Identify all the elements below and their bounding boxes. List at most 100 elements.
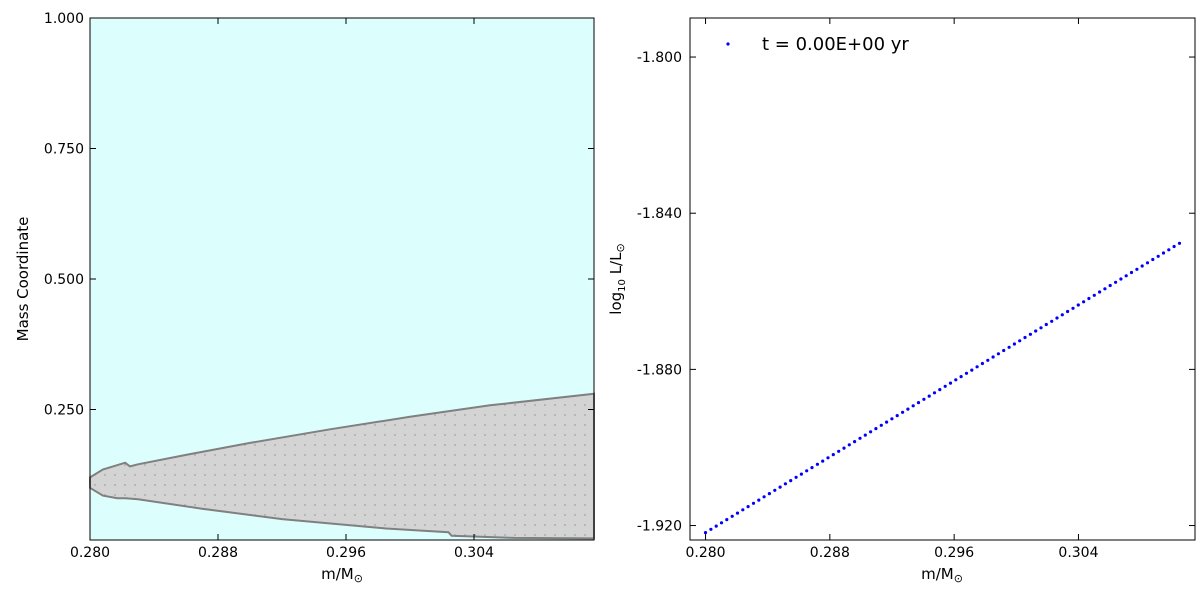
y-tick-label: 1.000 xyxy=(44,11,84,27)
data-point xyxy=(932,391,937,395)
data-point xyxy=(991,355,995,359)
right-ylabel: log10 L/L⊙ xyxy=(607,243,628,314)
data-point xyxy=(757,498,761,502)
data-point xyxy=(858,436,862,440)
right-plot-background xyxy=(690,18,1195,540)
data-point xyxy=(1082,300,1086,304)
data-point xyxy=(1140,264,1144,268)
left-panel: 0.280 0.288 0.296 0.304 0.250 0.500 0.750 1.000… xyxy=(14,11,595,585)
data-point xyxy=(826,456,830,460)
data-point xyxy=(709,527,713,531)
data-point xyxy=(1145,261,1150,265)
legend-marker xyxy=(726,42,730,46)
x-tick-label: 0.296 xyxy=(934,545,974,561)
data-point xyxy=(1018,339,1022,343)
data-point xyxy=(1076,303,1080,307)
data-point xyxy=(938,388,942,392)
right-xlabel: m/M⊙ xyxy=(921,565,963,585)
data-point xyxy=(1087,296,1091,301)
y-tick-label: -1.800 xyxy=(637,50,682,66)
data-point xyxy=(948,381,953,385)
x-tick-label: 0.296 xyxy=(326,545,366,561)
data-point xyxy=(911,404,915,408)
left-ticks: 0.280 0.288 0.296 0.304 0.250 0.500 0.750 1.000 xyxy=(44,11,594,561)
data-point xyxy=(1012,342,1017,346)
data-point xyxy=(879,423,883,427)
data-point xyxy=(783,482,788,486)
data-point xyxy=(1023,335,1027,340)
y-tick-label: -1.880 xyxy=(637,362,682,378)
data-point xyxy=(943,384,947,388)
data-point xyxy=(970,368,974,372)
data-point xyxy=(1135,267,1139,271)
data-point xyxy=(996,352,1001,356)
data-point xyxy=(853,440,857,444)
data-point xyxy=(847,443,851,447)
data-point xyxy=(1002,348,1006,353)
x-tick-label: 0.288 xyxy=(198,545,238,561)
data-point xyxy=(1119,277,1123,281)
data-point xyxy=(885,420,889,424)
data-point xyxy=(1103,287,1107,291)
data-point xyxy=(869,430,873,434)
data-point xyxy=(741,508,745,512)
data-point xyxy=(815,462,820,466)
x-tick-label: 0.280 xyxy=(685,545,725,561)
y-tick-label: 0.750 xyxy=(44,142,84,158)
data-point xyxy=(778,485,782,489)
data-point xyxy=(964,371,969,375)
x-tick-label: 0.288 xyxy=(810,545,850,561)
data-point xyxy=(906,407,910,411)
data-point xyxy=(890,417,894,421)
data-point xyxy=(863,433,867,437)
right-panel: 0.280 0.288 0.296 0.304 -1.920 -1.880 -1.840 -1… xyxy=(607,17,1196,585)
data-point xyxy=(1060,313,1064,317)
left-xlabel: m/M⊙ xyxy=(321,565,363,585)
data-point xyxy=(842,446,846,450)
data-point xyxy=(1050,319,1054,323)
data-point xyxy=(831,453,835,457)
data-point xyxy=(714,524,718,528)
data-point xyxy=(735,511,740,515)
left-ylabel: Mass Coordinate xyxy=(14,217,32,342)
y-tick-label: 0.250 xyxy=(44,403,84,419)
right-plot-frame xyxy=(689,17,1196,541)
data-point xyxy=(1007,345,1011,349)
data-point xyxy=(767,492,772,496)
convective-region xyxy=(89,392,595,540)
data-point xyxy=(1151,257,1155,262)
data-point xyxy=(719,521,724,525)
data-point xyxy=(1167,248,1171,252)
left-plot-frame xyxy=(89,17,595,541)
data-point xyxy=(773,488,777,492)
data-point xyxy=(975,365,979,369)
y-tick-label: 0.500 xyxy=(44,272,84,288)
x-tick-label: 0.304 xyxy=(1058,545,1098,561)
data-point xyxy=(810,466,814,470)
data-point xyxy=(1028,332,1032,336)
data-point xyxy=(1161,251,1166,255)
data-point xyxy=(789,479,793,483)
data-point xyxy=(794,475,798,479)
data-point xyxy=(922,397,926,401)
data-point xyxy=(751,501,756,505)
data-point xyxy=(837,449,841,453)
data-point xyxy=(725,518,729,522)
data-point xyxy=(874,427,878,431)
x-tick-label: 0.304 xyxy=(454,545,494,561)
data-point xyxy=(730,514,734,518)
data-point xyxy=(1124,274,1128,278)
data-point xyxy=(916,401,921,405)
data-point xyxy=(895,414,899,418)
data-point xyxy=(1055,316,1059,320)
data-point xyxy=(1092,293,1096,297)
data-point xyxy=(980,361,985,366)
data-point xyxy=(1156,254,1160,258)
data-point xyxy=(1108,283,1112,288)
legend-label: t = 0.00E+00 yr xyxy=(762,34,909,55)
data-point xyxy=(1071,306,1075,310)
data-point xyxy=(805,469,809,473)
right-ticks: 0.280 0.288 0.296 0.304 -1.920 -1.880 -1.840 -1… xyxy=(637,18,1195,561)
data-point xyxy=(1044,322,1048,327)
